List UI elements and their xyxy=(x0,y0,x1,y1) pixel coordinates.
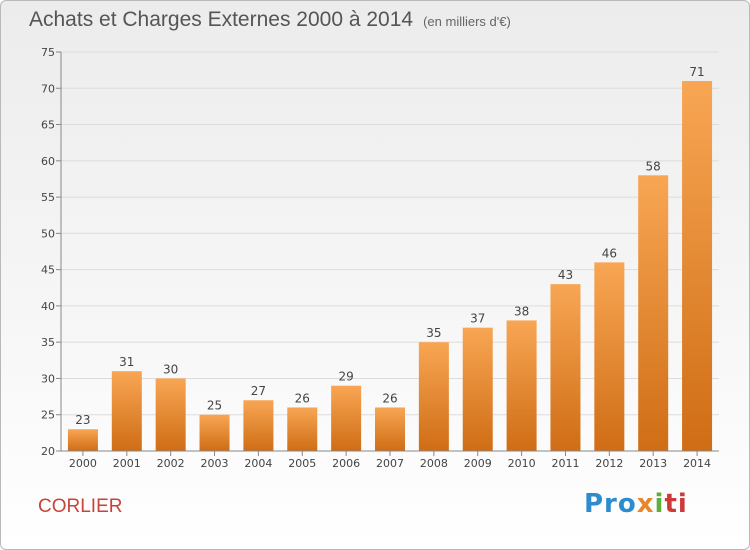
y-tick-label: 30 xyxy=(41,372,55,385)
y-tick-label: 50 xyxy=(41,227,55,240)
axes: 20 25 30 35 40 45 50 55 60 65 70 75 2000 2001 2002 2003… xyxy=(41,46,719,470)
x-tick-label: 2012 xyxy=(595,457,623,470)
x-tick-label: 2010 xyxy=(508,457,536,470)
x-tick-label: 2011 xyxy=(551,457,579,470)
data-label: 26 xyxy=(382,391,397,405)
data-label: 46 xyxy=(602,246,617,260)
x-tick-label: 2002 xyxy=(157,457,185,470)
bar xyxy=(155,378,186,451)
x-tick-label: 2008 xyxy=(420,457,448,470)
x-tick-label: 2007 xyxy=(376,457,404,470)
data-label: 30 xyxy=(163,362,178,376)
bar xyxy=(199,414,230,451)
x-tick-label: 2003 xyxy=(201,457,229,470)
chart-title: Achats et Charges Externes 2000 à 2014 (e… xyxy=(29,8,511,32)
x-tick-label: 2000 xyxy=(69,457,97,470)
logo-part-2: x xyxy=(636,489,655,519)
bar xyxy=(638,175,669,451)
x-tick-label: 2009 xyxy=(464,457,492,470)
bar xyxy=(67,429,98,451)
x-tick-label: 2013 xyxy=(639,457,667,470)
y-tick-label: 75 xyxy=(41,46,55,59)
data-label: 31 xyxy=(119,355,134,369)
data-label: 25 xyxy=(207,399,222,413)
bar xyxy=(550,284,581,451)
y-tick-label: 40 xyxy=(41,300,55,313)
proxiti-logo: Proxiti xyxy=(584,489,688,519)
chart-unit: (en milliers d'€) xyxy=(423,14,511,29)
bar xyxy=(462,327,493,451)
data-label: 23 xyxy=(75,413,90,427)
x-tick-label: 2001 xyxy=(113,457,141,470)
location-label: CORLIER xyxy=(38,496,123,517)
x-tick-label: 2014 xyxy=(683,457,711,470)
bar xyxy=(682,81,713,451)
y-tick-label: 45 xyxy=(41,264,55,277)
bar xyxy=(331,385,362,451)
x-tick-label: 2004 xyxy=(244,457,272,470)
y-tick-label: 20 xyxy=(41,445,55,458)
bar xyxy=(375,407,405,451)
y-tick-label: 55 xyxy=(41,191,55,204)
bar xyxy=(111,371,142,451)
data-label: 29 xyxy=(338,370,353,384)
y-tick-label: 65 xyxy=(41,119,55,132)
bar xyxy=(418,342,449,451)
bar xyxy=(243,400,274,451)
logo-part-4: ti xyxy=(664,489,688,519)
data-label: 37 xyxy=(470,312,485,326)
data-label: 43 xyxy=(558,268,573,282)
data-label: 38 xyxy=(514,304,529,318)
data-label: 71 xyxy=(689,65,704,79)
bar xyxy=(506,320,537,451)
y-tick-label: 25 xyxy=(41,409,55,422)
x-tick-label: 2005 xyxy=(288,457,316,470)
data-label: 26 xyxy=(295,391,310,405)
bars xyxy=(67,81,713,451)
data-label: 35 xyxy=(426,326,441,340)
chart-title-text: Achats et Charges Externes 2000 à 2014 xyxy=(29,8,414,31)
bar xyxy=(594,262,625,451)
logo-part-3: i xyxy=(654,489,665,519)
data-label: 27 xyxy=(251,384,266,398)
bar xyxy=(287,407,318,451)
y-tick-label: 70 xyxy=(41,82,55,95)
data-labels: 23 31 30 25 27 26 29 26 35 37 38 43 46 58 71 xyxy=(75,65,704,427)
y-tick-label: 35 xyxy=(41,336,55,349)
y-tick-label: 60 xyxy=(41,155,55,168)
logo-part-1: Pro xyxy=(584,489,637,519)
data-label: 58 xyxy=(646,159,661,173)
x-tick-label: 2006 xyxy=(332,457,360,470)
